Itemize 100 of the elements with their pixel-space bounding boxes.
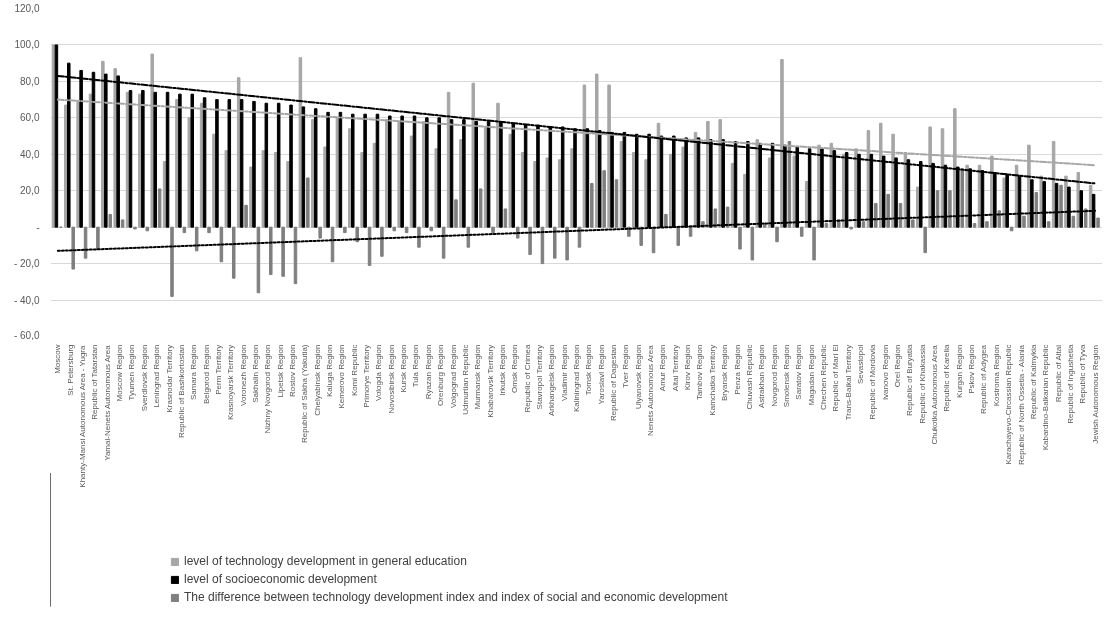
y-tick-label: - 40,0 [13, 294, 40, 306]
x-tick-label: Tula Region [411, 344, 421, 388]
x-tick-label: Nenets Autonomous Area [646, 344, 656, 437]
x-tick-label: Chechen Republic [818, 344, 828, 410]
x-tick-label: Sverdlovsk Region [139, 344, 149, 412]
y-tick-label: 100,0 [14, 39, 40, 51]
bar [491, 226, 495, 234]
bar [388, 115, 392, 228]
x-tick-label: Republic of Sakha (Yakutia) [300, 344, 310, 444]
bar [170, 226, 174, 297]
bar [157, 188, 162, 228]
bar [454, 199, 458, 228]
x-tick-label: Kaliningrad Region [572, 344, 581, 413]
bar [343, 226, 347, 234]
bar [503, 208, 508, 228]
bar [1096, 217, 1100, 228]
bar [380, 226, 384, 257]
x-tick-label: Khabarovsk Territory [485, 344, 495, 418]
bar [441, 226, 446, 259]
bar [664, 213, 668, 228]
x-tick-label: Republic of Khakassia [917, 343, 927, 424]
bar [824, 223, 829, 228]
bar [194, 226, 199, 252]
bar [231, 226, 236, 279]
bar [725, 206, 730, 228]
bar [318, 226, 322, 239]
bar [227, 99, 232, 228]
x-tick-label: Samara Region [189, 344, 199, 401]
x-tick-label: Kurgan Region [954, 344, 964, 398]
bar [301, 106, 306, 228]
x-tick-label: Republic of Mordovia [868, 343, 878, 420]
bar [639, 226, 643, 246]
bar [108, 213, 113, 228]
bar [1076, 172, 1081, 228]
x-tick-label: Republic of Tatarstan [90, 344, 100, 420]
bar [207, 226, 211, 234]
bar [565, 226, 569, 261]
x-tick-label: Jewish Autonomous Region [1090, 344, 1100, 444]
x-tick-label: Arkhangelsk Region [547, 344, 557, 417]
x-tick-label: Moscow [53, 344, 63, 374]
bar [404, 226, 409, 234]
bar [775, 226, 779, 243]
bar [313, 108, 318, 228]
bar [1009, 226, 1014, 232]
bar [874, 202, 878, 228]
bar [182, 226, 187, 234]
x-tick-label: Krasnoyarsk Territory [226, 344, 236, 421]
bar [948, 190, 952, 228]
x-tick-label: Republic of Altai [1053, 344, 1063, 403]
bar [264, 102, 269, 228]
bar [861, 221, 866, 228]
x-tick-label: Republic of Kalmykia [1028, 343, 1038, 420]
x-tick-label: Orenburg Region [436, 344, 446, 406]
bar [997, 210, 1002, 228]
x-tick-label: Altai Territory [670, 344, 680, 392]
legend-label: level of technology development in general education [184, 554, 467, 568]
bar [466, 226, 471, 248]
x-tick-label: Kabardino-Balkarian Republic [1041, 344, 1051, 451]
x-tick-label: Voronezh Region [238, 344, 248, 406]
bar [276, 102, 281, 228]
bar [676, 226, 680, 246]
x-tick-label: Republic of Mari El [831, 344, 841, 412]
bar [750, 226, 755, 261]
bar [202, 97, 207, 228]
x-tick-label: Republic of North Ossetia - Alania [1016, 344, 1026, 465]
bar [553, 226, 557, 259]
x-tick-label: Volgograd Region [448, 344, 458, 409]
y-tick-label: 20,0 [20, 185, 40, 197]
bar [1034, 192, 1039, 228]
legend-label: The difference between technology development index and index of social and economic development [184, 590, 728, 604]
bar [1046, 221, 1051, 228]
x-tick-label: Ulyanovsk Region [633, 344, 643, 409]
bar [190, 93, 195, 228]
bar [215, 99, 219, 228]
x-tick-label: Republic of Ingushetia [1065, 343, 1075, 424]
y-tick-label: - [36, 221, 40, 233]
bar [363, 113, 367, 228]
bar [120, 219, 125, 228]
x-tick-label: Rostov Region [288, 344, 298, 397]
bar [351, 113, 355, 228]
bar [281, 226, 285, 277]
x-tick-label: Omsk Region [510, 344, 520, 393]
x-tick-label: Republic of Karelia [942, 343, 952, 412]
x-tick-label: Vladimir Region [559, 344, 569, 401]
bar [145, 226, 150, 232]
x-tick-label: Kemerovo Region [337, 344, 347, 409]
x-tick-label: Khanty-Mansi Autonomous Area - Yugra [78, 344, 88, 488]
x-tick-label: Pskov Region [967, 344, 977, 394]
x-tick-label: Republic of Adygea [979, 344, 989, 414]
x-tick-label: Sevastopol [855, 344, 865, 385]
bar [602, 170, 606, 228]
x-tick-label: Yaroslavl Region [596, 344, 606, 405]
y-tick-label: 80,0 [20, 75, 40, 87]
x-tick-label: Astrakhan Region [757, 344, 767, 409]
bar [812, 226, 816, 261]
bar [417, 226, 421, 248]
bar [392, 226, 397, 232]
bar [1071, 215, 1076, 228]
x-tick-label: Republic of Crimea [522, 343, 532, 413]
x-tick-label: Republic of Buryatia [905, 343, 915, 417]
